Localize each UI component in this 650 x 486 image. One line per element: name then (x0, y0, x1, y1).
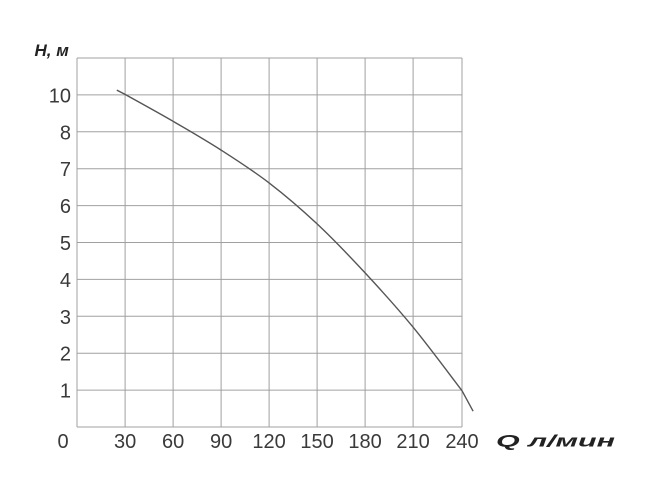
svg-text:180: 180 (348, 431, 381, 453)
svg-text:H, м: H, м (35, 41, 70, 60)
svg-text:7: 7 (60, 159, 71, 181)
svg-text:4: 4 (60, 270, 71, 292)
svg-text:6: 6 (60, 196, 71, 218)
svg-text:8: 8 (60, 122, 71, 144)
svg-text:150: 150 (300, 431, 333, 453)
svg-text:10: 10 (49, 85, 71, 107)
svg-text:5: 5 (60, 233, 71, 255)
svg-text:60: 60 (162, 431, 184, 453)
svg-text:120: 120 (252, 431, 285, 453)
svg-text:210: 210 (396, 431, 429, 453)
svg-text:30: 30 (114, 431, 136, 453)
svg-text:240: 240 (445, 431, 478, 453)
svg-text:0: 0 (57, 431, 68, 453)
svg-text:3: 3 (60, 307, 71, 329)
svg-text:90: 90 (210, 431, 232, 453)
svg-text:2: 2 (60, 344, 71, 366)
svg-text:1: 1 (60, 381, 71, 403)
svg-text:Q л/мин: Q л/мин (496, 432, 615, 451)
